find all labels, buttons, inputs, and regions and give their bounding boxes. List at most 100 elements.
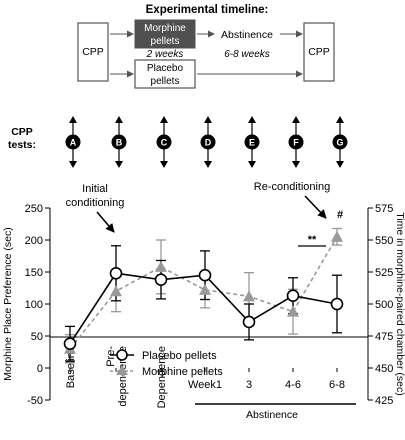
legend-morphine-marker [116,365,128,375]
timeline-panel: Experimental timeline: CPP Morphine pell… [77,4,335,89]
data-point-morphine [155,260,167,272]
cpp-box-left-label: CPP [82,46,104,58]
timeline-title: Experimental timeline: [146,4,269,16]
y-left-tick-label: 200 [25,235,43,247]
x-category-label: Pre-dependence [105,346,129,407]
test-E-arrow-down [248,161,256,168]
test-B-circle [111,134,127,150]
test-G-arrow-down [336,161,344,168]
cpp-box-left [77,22,109,82]
morphine-box-label-1: Morphine [144,23,186,34]
y-right-tick-label: 425 [375,395,393,407]
test-C-circle [156,134,172,150]
x-category-label-line: Dependence [156,346,168,408]
x-category-label: 3 [246,379,252,391]
chart: -50 0 50 100 150 200 250 425 450 475 500 525 550 575… [2,181,405,421]
y-right-tick-label: 550 [375,235,393,247]
x-category-label: Dependence [156,346,168,408]
test-G-arrow-up [336,116,344,123]
y-left-tick-label: 250 [25,203,43,215]
cpp-tests-label-2: tests: [8,139,36,151]
reconditioning-label: Re-conditioning [254,181,330,193]
y-right-tick-label: 475 [375,331,393,343]
test-F-letter: F [293,138,299,148]
legend-placebo-label: Placebo pellets [142,350,217,362]
test-D-circle [200,134,216,150]
data-point-placebo [198,268,212,282]
y-right-tick-label: 450 [375,363,393,375]
y-left-tick-label: 100 [25,299,43,311]
placebo-box [134,59,196,89]
data-point-morphine [287,305,299,317]
test-E-arrow-up [248,116,256,123]
legend-placebo-marker [116,349,128,361]
data-point-placebo [109,266,123,280]
cpp-tests-label-1: CPP [11,126,33,138]
placebo-box-label-2: pellets [151,76,180,87]
test-C-arrow-up [160,116,168,123]
legend: Placebo pellets Morphine pellets [110,349,223,378]
test-G-circle [332,134,348,150]
test-G-letter: G [336,138,343,148]
reconditioning-arrow [304,195,327,219]
y-right-tick-label: 525 [375,267,393,279]
abstinence-axis-label: Abstinence [246,409,298,421]
test-B-letter: B [116,138,123,148]
y-left-tick-label: -50 [27,395,43,407]
duration-abstinence: 6-8 weeks [224,49,270,60]
legend-morphine-label: Morphine pellets [142,366,223,378]
data-point-morphine [331,230,343,242]
test-D-letter: D [205,138,212,148]
significance-double-star: ** [308,234,317,246]
data-point-placebo [286,289,300,302]
y-right-tick-label: 575 [375,203,393,215]
test-E-circle [244,134,260,150]
cpp-box-right-label: CPP [308,46,330,58]
test-E-letter: E [249,138,255,148]
data-point-placebo [63,337,77,350]
test-F-circle [288,134,304,150]
test-F-arrow-down [292,161,300,168]
data-point-placebo [154,273,168,286]
initial-conditioning-label-1: Initial [82,183,108,195]
significance-hash: # [337,209,343,221]
test-A-circle [65,134,81,150]
test-B-arrow-down [115,161,123,168]
data-point-morphine [243,290,255,302]
abstinence-label: Abstinence [221,29,273,41]
y-axis-right-label: Time in morphine-paired chamber (sec) [394,212,405,395]
x-category-label-line: dependence [117,346,129,407]
test-C-arrow-down [160,161,168,168]
x-category-label-line: Baseline [65,346,77,388]
test-A-letter: A [70,138,77,148]
data-point-morphine [199,283,211,295]
test-D-arrow-up [204,116,212,123]
data-point-placebo [330,297,344,311]
y-left-tick-label: 150 [25,267,43,279]
initial-conditioning-arrow [96,211,115,233]
data-point-placebo [242,315,256,329]
initial-conditioning-label-2: conditioning [66,197,125,209]
test-B-arrow-up [115,116,123,123]
cpp-tests-row: CPP tests: A B C D E F G [8,116,348,168]
test-F-arrow-up [292,116,300,123]
data-point-morphine [110,285,122,297]
placebo-box-label-1: Placebo [147,63,184,74]
y-axis-left-label: Morphine Place Preference (sec) [2,227,14,381]
test-A-arrow-up [69,116,77,123]
y-left-tick-label: 50 [31,331,43,343]
test-A-arrow-down [69,161,77,168]
x-category-label-line: Pre- [105,346,117,367]
y-right-tick-label: 500 [375,299,393,311]
y-left-tick-label: 0 [37,363,43,375]
test-D-arrow-down [204,161,212,168]
morphine-box-label-2: pellets [151,36,180,47]
x-category-label: 4-6 [285,379,301,391]
x-category-label: 6-8 [329,379,345,391]
test-C-letter: C [161,138,168,148]
cpp-box-right [303,22,335,82]
x-category-label: Baseline [65,346,77,388]
morphine-box [134,19,196,49]
x-category-label: Week1 [188,379,222,391]
